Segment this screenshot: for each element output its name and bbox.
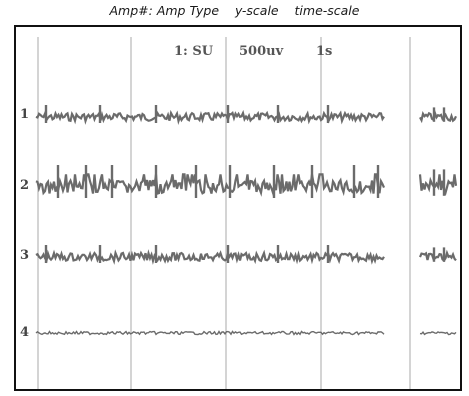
eeg-trace-ch4-seg2 (419, 330, 457, 336)
eeg-trace-ch3-seg1 (35, 249, 385, 265)
caption-time-scale: time-scale (294, 3, 360, 18)
channel-label-3: 3 (20, 248, 30, 263)
eeg-trace-ch3-seg2 (418, 249, 457, 263)
channel-label-1: 1 (20, 107, 30, 122)
header-amp-type: 1: SU (174, 44, 214, 59)
eeg-trace-ch2-seg2 (418, 174, 458, 197)
eeg-trace-ch1-seg1 (35, 109, 385, 125)
eeg-trace-ch4-seg1 (35, 330, 385, 336)
channel-label-2: 2 (20, 178, 30, 193)
channel-label-4: 4 (20, 325, 30, 340)
header-y-scale: 500uv (239, 44, 284, 59)
caption-amp-type: Amp#: Amp Type (109, 3, 220, 18)
trace-canvas (35, 37, 458, 389)
eeg-trace-panel: 1: SU 500uv 1s 1 2 3 4 (14, 25, 462, 391)
header-time-scale: 1s (316, 44, 333, 59)
eeg-trace-ch2-seg1 (35, 173, 386, 197)
eeg-trace-ch1-seg2 (419, 109, 457, 124)
legend-caption: Amp#: Amp Type y-scale time-scale (0, 3, 469, 23)
caption-y-scale: y-scale (234, 3, 279, 18)
